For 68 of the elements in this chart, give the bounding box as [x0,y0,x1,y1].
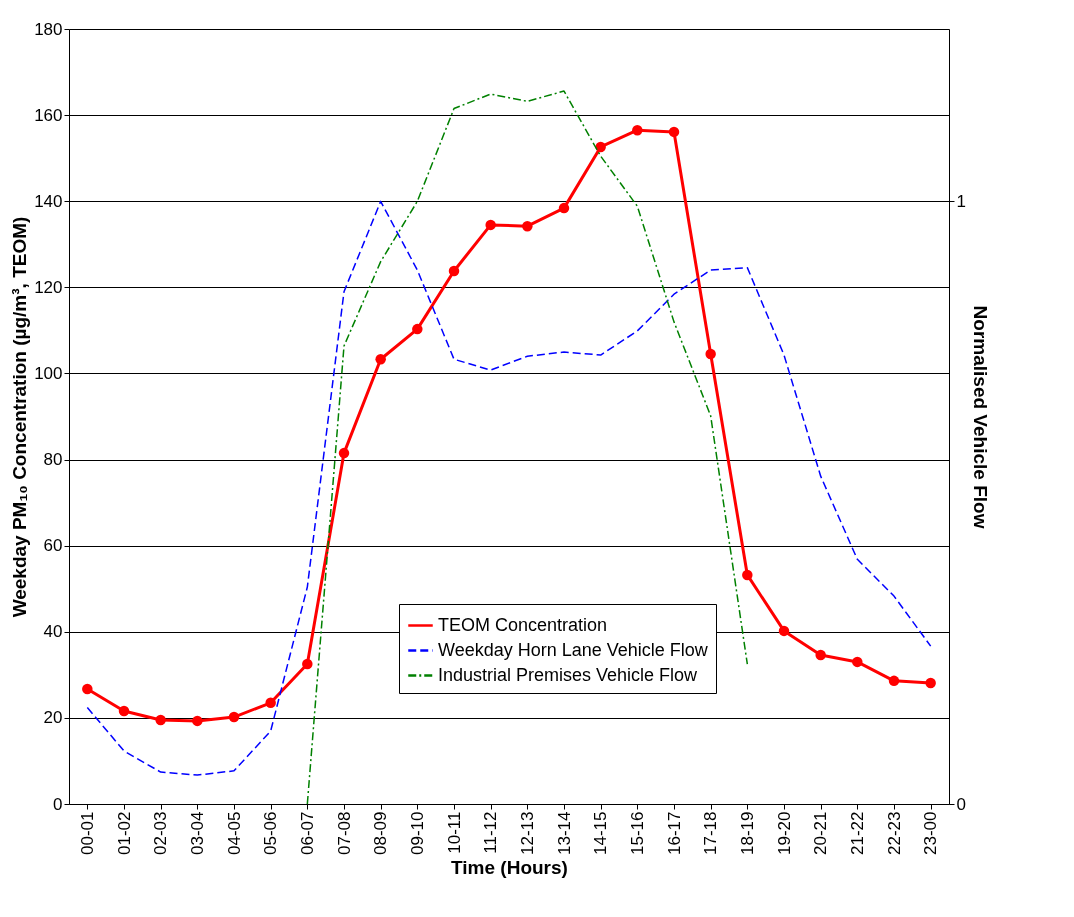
x-tick-label: 09-10 [407,811,427,855]
point [302,658,313,670]
x-tick-label: 10-11 [444,811,464,854]
x-tick-label: 07-08 [334,811,354,855]
y-tick-label: 20 [43,708,63,728]
point [338,447,350,459]
y-tick-label: 60 [43,536,63,556]
point [118,705,130,717]
x-tick-label: 08-09 [371,811,391,855]
point [888,675,900,687]
x-tick-label: 15-16 [627,811,647,855]
x-tick-label: 04-05 [224,811,244,855]
point [522,220,533,232]
x-tick-label: 06-07 [297,811,317,855]
y-tick-label: 160 [34,105,63,125]
line-series [306,90,749,805]
y-tick-label: 100 [34,363,63,383]
point [668,126,680,138]
y-tick-label: 180 [34,19,63,39]
y-tick-label: 40 [43,622,63,642]
x-tick-label: 01-02 [114,811,134,855]
y-tick-label: 120 [34,277,63,297]
y-tick-label: 0 [53,794,63,814]
legend-label: TEOM Concentration [438,614,608,635]
point [82,683,93,695]
point [852,656,863,668]
y-tick-label: 80 [43,450,63,470]
x-tick-label: 19-20 [774,811,794,855]
x-tick-label: 00-01 [77,811,97,855]
x-tick-label: 21-22 [847,811,867,855]
y2-tick-label: 0 [956,794,966,814]
x-tick-label: 23-00 [921,811,941,855]
y-tick-label: 140 [34,191,63,211]
point [558,202,570,214]
legend-label: Weekday Horn Lane Vehicle Flow [438,639,709,660]
point [448,265,460,277]
point [815,649,826,661]
x-tick-label: 05-06 [261,811,281,855]
y2-axis-title: Normalised Vehicle Flow [969,305,991,529]
y-axis-title: Weekday PM₁₀ Concentration (µg/m³, TEOM) [9,216,31,618]
x-tick-label: 18-19 [737,811,757,855]
point [742,569,753,581]
point [925,677,936,689]
x-tick-label: 13-14 [554,811,574,855]
point [155,714,166,726]
point [595,141,606,153]
x-tick-label: 02-03 [151,811,171,855]
y2-tick-label: 1 [956,191,966,211]
point [265,697,276,709]
x-axis-title: Time (Hours) [451,856,568,878]
x-tick-label: 16-17 [664,811,684,855]
point [485,219,496,231]
x-tick-label: 17-18 [701,811,721,855]
point [228,711,240,723]
legend-label: Industrial Premises Vehicle Flow [438,664,699,685]
x-tick-label: 11-12 [481,811,501,854]
x-tick-label: 20-21 [811,811,831,855]
x-tick-label: 14-15 [591,811,611,855]
point [632,124,643,136]
point [375,354,386,365]
x-tick-label: 22-23 [884,811,904,855]
point [705,348,716,360]
point [778,625,790,637]
point [412,323,423,335]
line-series [86,200,932,776]
point [192,715,203,727]
x-tick-label: 03-04 [187,811,207,855]
x-tick-label: 12-13 [517,811,537,855]
